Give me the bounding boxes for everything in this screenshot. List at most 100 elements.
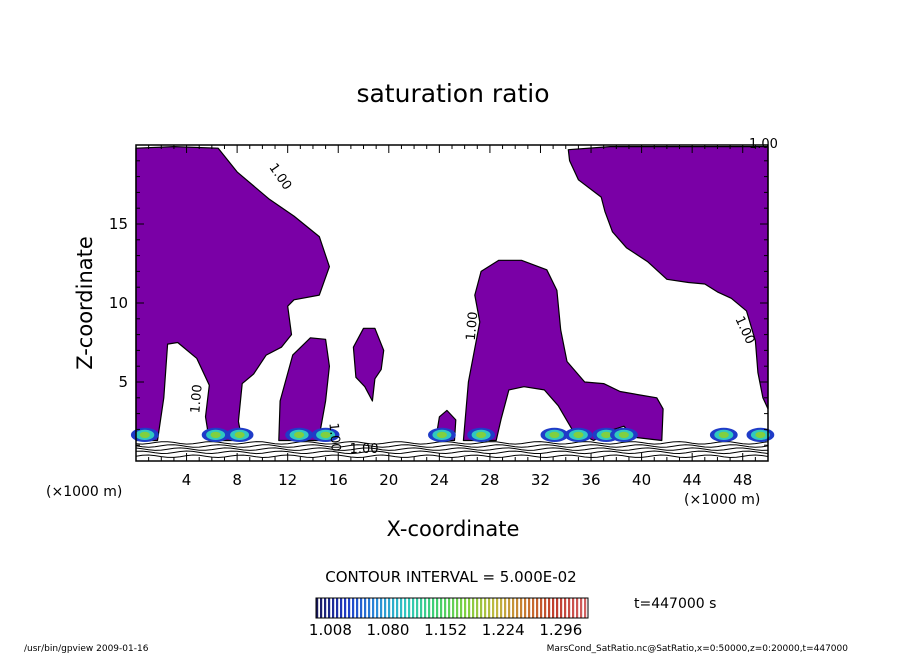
colorbar-swatch	[328, 598, 331, 618]
colorbar-swatch	[488, 598, 491, 618]
colorbar-swatch	[520, 598, 523, 618]
colorbar-swatch	[324, 598, 327, 618]
colorbar-swatch	[372, 598, 375, 618]
colorbar-swatch	[496, 598, 499, 618]
saturation-blob	[234, 431, 245, 439]
region-left-plume	[135, 146, 330, 442]
colorbar-swatch	[368, 598, 371, 618]
y-unit-label: (×1000 m)	[46, 484, 122, 500]
colorbar-swatch	[560, 598, 563, 618]
region-blob-19	[352, 327, 385, 402]
footer-left: /usr/bin/gpview 2009-01-16	[24, 644, 149, 654]
colorbar-swatch	[424, 598, 427, 618]
saturation-blob	[573, 431, 584, 439]
contour-label: 1.00	[350, 442, 379, 457]
colorbar-swatch	[508, 598, 511, 618]
colorbar-swatch	[504, 598, 507, 618]
colorbar-swatch	[344, 598, 347, 618]
colorbar-swatch	[384, 598, 387, 618]
colorbar-swatch	[448, 598, 451, 618]
colorbar-swatch	[556, 598, 559, 618]
colorbar-frame	[315, 597, 589, 619]
colorbar-swatch	[536, 598, 539, 618]
colorbar-swatch	[416, 598, 419, 618]
y-tick-label: 15	[109, 215, 128, 233]
saturation-blob	[549, 431, 560, 439]
x-tick-label: 36	[581, 471, 600, 489]
plot-area: 1.001.001.001.00 1.001.001.00 4 8 12 16 20 24 2…	[109, 137, 778, 489]
colorbar-swatch	[484, 598, 487, 618]
x-tick-label: 32	[531, 471, 550, 489]
x-unit-label: (×1000 m)	[684, 492, 760, 508]
colorbar-swatch	[364, 598, 367, 618]
colorbar-swatch	[460, 598, 463, 618]
x-tick-label: 20	[379, 471, 398, 489]
colorbar-swatch	[476, 598, 479, 618]
x-tick-label: 40	[632, 471, 651, 489]
colorbar-swatch	[564, 598, 567, 618]
colorbar-swatch	[528, 598, 531, 618]
colorbar-swatch	[440, 598, 443, 618]
saturation-blob	[618, 431, 630, 439]
colorbar-swatch	[548, 598, 551, 618]
colorbar-tick-label: 1.296	[539, 621, 582, 639]
colorbar-swatch	[464, 598, 467, 618]
colorbar-swatch	[316, 598, 319, 618]
colorbar-swatch	[492, 598, 495, 618]
colorbar-swatch	[472, 598, 475, 618]
x-axis-label: X-coordinate	[387, 517, 520, 541]
colorbar-swatch	[388, 598, 391, 618]
time-label: t=447000 s	[634, 596, 716, 612]
colorbar-swatch	[516, 598, 519, 618]
colorbar-swatch	[356, 598, 359, 618]
x-tick-label: 44	[683, 471, 702, 489]
region-plume-27	[462, 259, 664, 442]
colorbar-swatch	[552, 598, 555, 618]
colorbar-swatch	[468, 598, 471, 618]
y-tick-label: 10	[109, 294, 128, 312]
colorbar-swatch	[572, 598, 575, 618]
colorbar-tick-label: 1.008	[309, 621, 352, 639]
saturation-blob	[476, 431, 487, 439]
colorbar-swatch	[408, 598, 411, 618]
colorbar-swatch	[444, 598, 447, 618]
colorbar-swatch	[336, 598, 339, 618]
colorbar: 1.008 1.080 1.152 1.224 1.296	[309, 597, 589, 639]
y-axis-label: Z-coordinate	[73, 236, 97, 370]
layer-contour	[135, 444, 769, 448]
contour-label: 1.00	[265, 161, 294, 193]
saturation-blob	[755, 431, 766, 439]
colorbar-swatch	[500, 598, 503, 618]
colorbar-swatch	[392, 598, 395, 618]
x-tick-label: 28	[480, 471, 499, 489]
saturation-blob	[718, 431, 729, 439]
layer-contour	[135, 447, 769, 451]
colorbar-swatch	[380, 598, 383, 618]
region-right-plume	[567, 146, 769, 410]
colorbar-swatch	[568, 598, 571, 618]
colorbar-swatch	[456, 598, 459, 618]
colorbar-swatch	[404, 598, 407, 618]
region-plume-12	[278, 337, 330, 442]
x-tick-label: 24	[430, 471, 449, 489]
saturation-blob	[436, 431, 447, 439]
colorbar-swatch	[332, 598, 335, 618]
colorbar-swatch	[340, 598, 343, 618]
colorbar-swatch	[348, 598, 351, 618]
colorbar-swatch	[352, 598, 355, 618]
colorbar-swatch	[544, 598, 547, 618]
colorbar-swatch	[480, 598, 483, 618]
colorbar-swatch	[532, 598, 535, 618]
colorbar-swatch	[576, 598, 579, 618]
colorbar-swatch	[396, 598, 399, 618]
chart-title: saturation ratio	[356, 79, 549, 108]
colorbar-swatch	[524, 598, 527, 618]
colorbar-swatch	[436, 598, 439, 618]
contour-interval: CONTOUR INTERVAL = 5.000E-02	[325, 568, 576, 586]
colorbar-swatch	[584, 598, 587, 618]
saturation-blob	[294, 431, 305, 439]
x-tick-label: 4	[182, 471, 192, 489]
x-tick-label: 12	[278, 471, 297, 489]
y-tick-label: 5	[118, 373, 128, 391]
colorbar-swatch	[428, 598, 431, 618]
